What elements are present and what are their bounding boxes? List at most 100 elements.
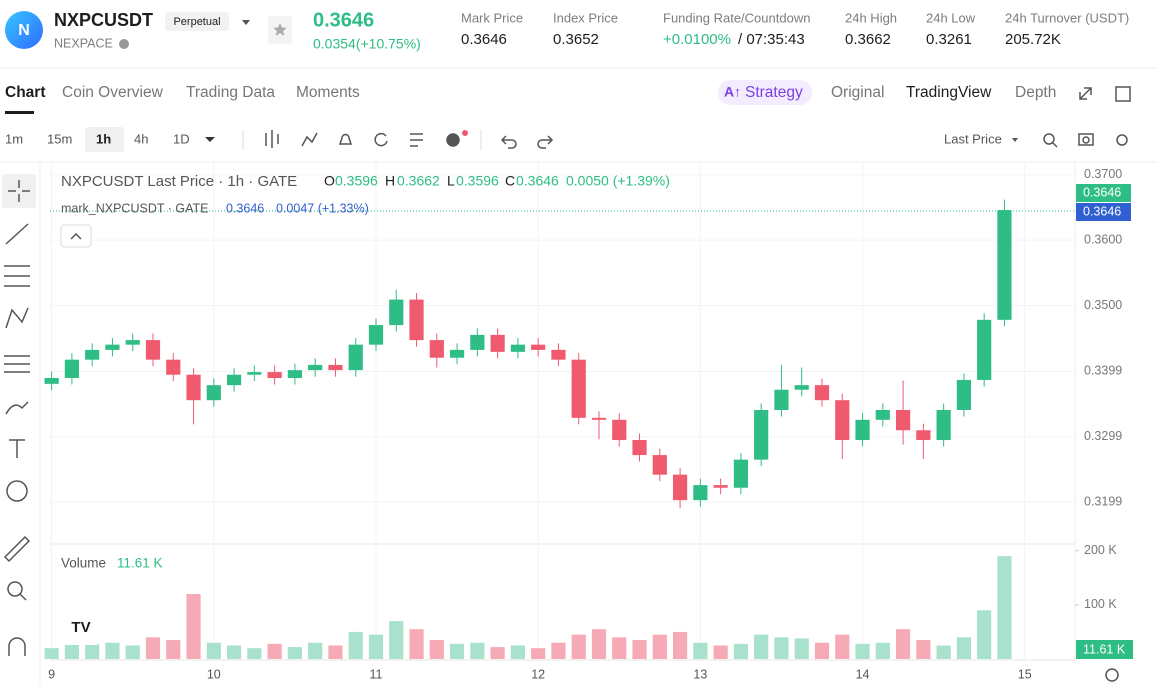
candle-body bbox=[956, 379, 971, 410]
candle-body bbox=[409, 299, 424, 341]
tab[interactable]: Coin Overview bbox=[62, 84, 164, 101]
tool-selected bbox=[2, 174, 36, 208]
info-icon[interactable] bbox=[119, 39, 129, 49]
volume-bar bbox=[672, 631, 688, 659]
stat-value: 0.3646 bbox=[461, 31, 507, 48]
candle-body bbox=[226, 374, 242, 386]
volume-bar bbox=[551, 642, 566, 659]
stat-label: 24h High bbox=[845, 10, 897, 25]
candle-body bbox=[64, 359, 79, 378]
tabs: Chart Coin Overview Trading Data Moments bbox=[5, 84, 360, 101]
drawing-tools[interactable] bbox=[3, 180, 31, 656]
strategy-icon: A↑ bbox=[724, 84, 741, 100]
stat-label: Index Price bbox=[553, 10, 618, 25]
candle-body bbox=[936, 409, 951, 441]
view-tab[interactable]: Depth bbox=[1015, 84, 1056, 101]
logo-glyph: N bbox=[18, 22, 30, 39]
tool-icons[interactable] bbox=[265, 130, 1128, 149]
symbol[interactable]: NXPCUSDT bbox=[54, 10, 153, 30]
symbol-dropdown[interactable] bbox=[242, 20, 250, 25]
tab[interactable]: Trading Data bbox=[186, 84, 275, 101]
tab-underline bbox=[5, 111, 34, 114]
volume-bar bbox=[814, 642, 830, 659]
stat-label: 24h Low bbox=[926, 10, 976, 25]
candle-body bbox=[247, 372, 262, 375]
coin-logo bbox=[5, 11, 43, 49]
volume-bar bbox=[875, 642, 890, 659]
x-tick-label: 10 bbox=[207, 667, 221, 681]
price-type[interactable]: Last Price bbox=[944, 131, 1002, 146]
view-tab[interactable]: Original bbox=[831, 84, 884, 101]
y-tick-label: 0.3399 bbox=[1084, 364, 1122, 378]
volume-bar bbox=[287, 647, 302, 659]
volume-bar bbox=[977, 610, 992, 659]
volume-bar bbox=[895, 629, 911, 659]
candle-body bbox=[997, 210, 1012, 320]
interval[interactable]: 1h bbox=[96, 131, 111, 146]
stat-value: 0.3261 bbox=[926, 31, 972, 48]
views: Strategy Original TradingView Depth A↑ bbox=[724, 84, 1056, 101]
window-icon[interactable] bbox=[1115, 86, 1131, 102]
volume-bar bbox=[531, 648, 546, 659]
interval[interactable]: 4h bbox=[134, 131, 148, 146]
candle-body bbox=[693, 485, 708, 501]
volume-bar bbox=[693, 642, 708, 659]
view-tab[interactable]: TradingView bbox=[906, 84, 992, 101]
volume-bar bbox=[267, 643, 282, 659]
stat-value: 0.3652 bbox=[553, 31, 599, 48]
badge-bg bbox=[165, 12, 229, 31]
l-value: 0.3596 bbox=[456, 173, 499, 189]
candle-body bbox=[855, 419, 870, 441]
volume-bar bbox=[409, 629, 424, 659]
candle-body bbox=[85, 349, 100, 360]
volume-bar bbox=[226, 645, 242, 659]
x-tick-label: 14 bbox=[856, 667, 870, 681]
view-tab[interactable]: Strategy bbox=[745, 84, 803, 101]
candle-body bbox=[632, 440, 647, 456]
l-label: L bbox=[447, 173, 455, 189]
candle-body bbox=[754, 409, 769, 460]
volume-bar bbox=[105, 642, 120, 659]
candle-body bbox=[794, 385, 809, 390]
volume-value: 11.61 K bbox=[117, 556, 163, 571]
collapse-button[interactable] bbox=[60, 224, 92, 248]
c-value: 0.3646 bbox=[516, 173, 559, 189]
intervals: 1m 15m 1h 4h 1D bbox=[5, 131, 190, 146]
interval[interactable]: 1m bbox=[5, 131, 23, 146]
volume-bar bbox=[916, 640, 931, 659]
stats: Mark Price 0.3646 Index Price 0.3652 Funding… bbox=[461, 10, 1129, 48]
mark-change: 0.0047 (+1.33%) bbox=[276, 201, 369, 215]
badge: Perpetual bbox=[173, 16, 220, 28]
volume-bar bbox=[308, 642, 323, 659]
collapse-icon bbox=[70, 232, 82, 240]
volume-tag bbox=[1076, 640, 1133, 659]
settings-icon[interactable] bbox=[1105, 668, 1119, 682]
candle-body bbox=[591, 417, 607, 420]
stat-extra: / 07:35:43 bbox=[738, 31, 805, 48]
price-type-dropdown[interactable] bbox=[1012, 138, 1018, 142]
interval-dropdown[interactable] bbox=[205, 137, 215, 142]
volume-bar bbox=[368, 634, 384, 659]
candle-body bbox=[429, 340, 444, 358]
interval[interactable]: 15m bbox=[47, 131, 72, 146]
o-value: 0.3596 bbox=[335, 173, 378, 189]
stat-value: 0.3662 bbox=[845, 31, 891, 48]
strategy-pill[interactable] bbox=[718, 80, 812, 105]
volume-bar bbox=[247, 648, 262, 659]
candle-body bbox=[287, 370, 302, 378]
fullscreen-icon[interactable] bbox=[1079, 87, 1092, 100]
volume-bar bbox=[794, 638, 809, 659]
tab[interactable]: Chart bbox=[5, 84, 45, 101]
y-tick-label: 0.3199 bbox=[1084, 494, 1122, 508]
candle-body bbox=[612, 419, 627, 441]
candle-body bbox=[733, 459, 748, 488]
candle-body bbox=[895, 409, 911, 431]
volume-bar bbox=[733, 643, 748, 659]
stat-label: Funding Rate/Countdown bbox=[663, 10, 810, 25]
candle-body bbox=[470, 334, 485, 350]
tab[interactable]: Moments bbox=[296, 84, 360, 101]
candle-body bbox=[814, 385, 830, 401]
tv-logo-bg bbox=[61, 609, 101, 645]
interval[interactable]: 1D bbox=[173, 131, 190, 146]
